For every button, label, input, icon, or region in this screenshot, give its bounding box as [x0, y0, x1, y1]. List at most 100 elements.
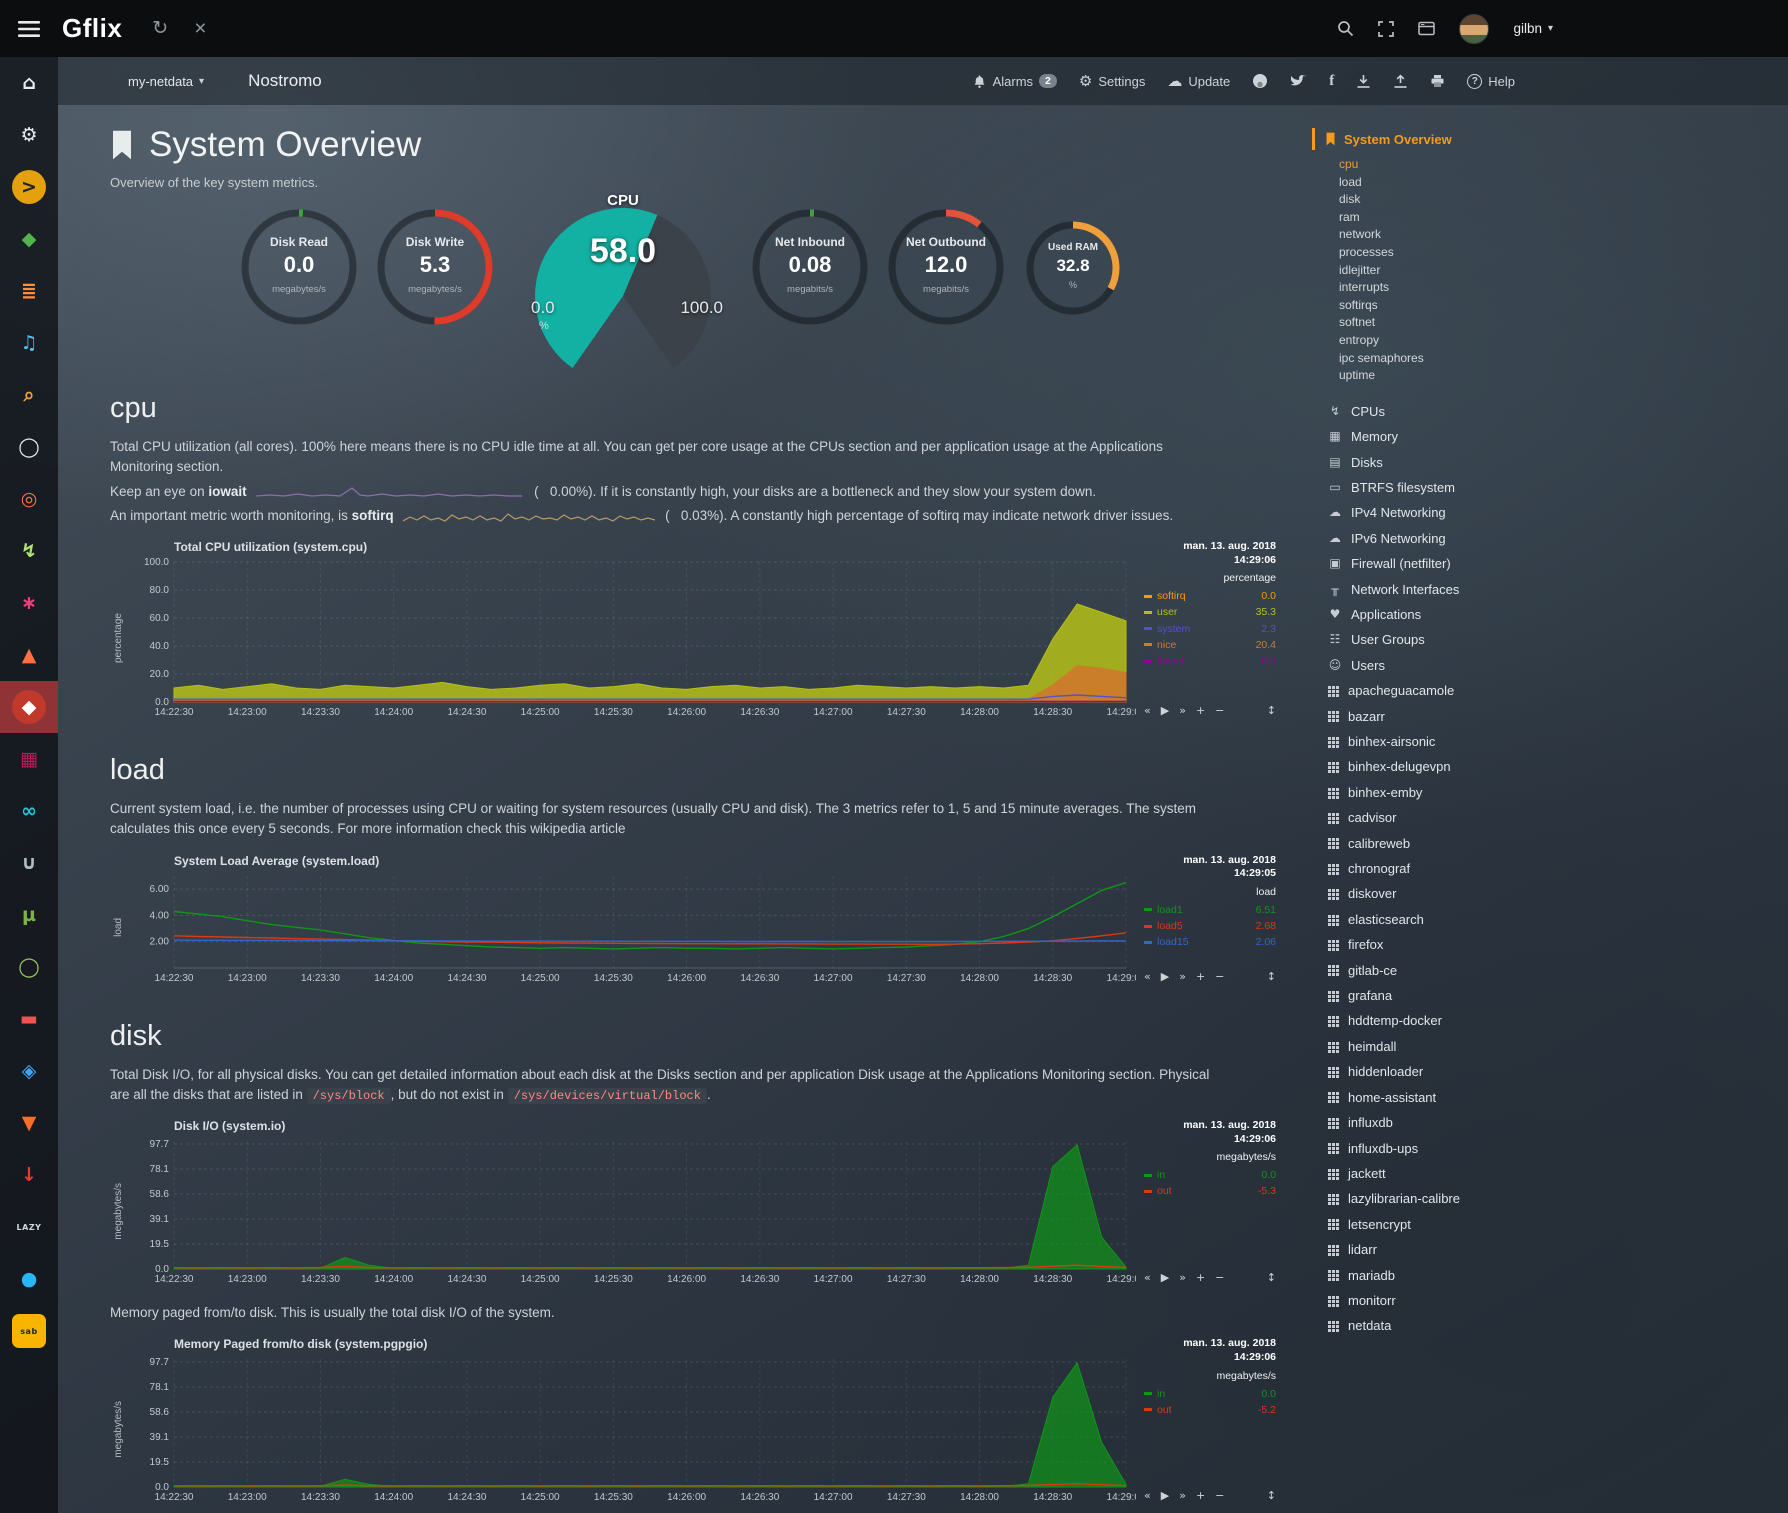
menu-item-softnet[interactable]: softnet — [1339, 314, 1782, 332]
app-pink-node[interactable]: ∗ — [0, 577, 58, 629]
menu-container-hddtemp-docker[interactable]: hddtemp-docker — [1325, 1008, 1782, 1033]
app-green-bolt[interactable]: ↯ — [0, 525, 58, 577]
menu-container-apacheguacamole[interactable]: apacheguacamole — [1325, 678, 1782, 703]
menu-item-idlejitter[interactable]: idlejitter — [1339, 262, 1782, 280]
zoom-out-icon[interactable]: − — [1215, 1489, 1224, 1502]
menu-container-mariadb[interactable]: mariadb — [1325, 1263, 1782, 1288]
app-orange-ring[interactable]: ◎ — [0, 473, 58, 525]
menu-container-binhex-emby[interactable]: binhex-emby — [1325, 780, 1782, 805]
app-red-arrow[interactable]: ↓ — [0, 1149, 58, 1201]
play-icon[interactable]: ▶ — [1161, 704, 1169, 717]
play-icon[interactable]: ▶ — [1161, 1271, 1169, 1284]
menu-item-entropy[interactable]: entropy — [1339, 332, 1782, 350]
menu-container-chronograf[interactable]: chronograf — [1325, 856, 1782, 881]
help-button[interactable]: ? Help — [1467, 74, 1515, 89]
app-music[interactable]: ♫ — [0, 317, 58, 369]
pan-forward-icon[interactable]: » — [1179, 970, 1186, 983]
play-icon[interactable]: ▶ — [1161, 970, 1169, 983]
zoom-out-icon[interactable]: − — [1215, 970, 1224, 983]
menu-section-users[interactable]: ☺Users — [1325, 653, 1782, 678]
zoom-in-icon[interactable]: + — [1196, 1489, 1205, 1502]
app-plex[interactable]: > — [0, 161, 58, 213]
gauge-net-inbound[interactable]: Net Inbound 0.08 megabits/s — [751, 208, 869, 326]
user-menu[interactable]: gilbn ▾ — [1513, 21, 1553, 36]
wikipedia-link[interactable]: wikipedia article — [530, 821, 625, 836]
menu-item-processes[interactable]: processes — [1339, 244, 1782, 262]
zoom-in-icon[interactable]: + — [1196, 704, 1205, 717]
legend-item-load5[interactable]: load52.68 — [1144, 919, 1276, 933]
legend-item-out[interactable]: out-5.2 — [1144, 1403, 1276, 1417]
menu-item-ipc-semaphores[interactable]: ipc semaphores — [1339, 350, 1782, 368]
play-icon[interactable]: ▶ — [1161, 1489, 1169, 1502]
menu-item-cpu[interactable]: cpu — [1339, 156, 1782, 174]
legend-item-in[interactable]: in0.0 — [1144, 1387, 1276, 1401]
app-green-mu[interactable]: µ — [0, 889, 58, 941]
menu-container-netdata[interactable]: netdata — [1325, 1313, 1782, 1338]
menu-section-applications[interactable]: ♥Applications — [1325, 602, 1782, 627]
gauge-cpu[interactable]: CPU 58.0 0.0 100.0 % — [523, 208, 723, 358]
chart-plot-area[interactable]: 0.020.040.060.080.0100.014:22:3014:23:00… — [126, 556, 1136, 720]
menu-container-monitorr[interactable]: monitorr — [1325, 1288, 1782, 1313]
hostname[interactable]: Nostromo — [248, 71, 322, 91]
facebook-button[interactable]: f — [1329, 73, 1334, 90]
pan-backward-icon[interactable]: « — [1144, 1489, 1151, 1502]
app-green-diamond[interactable]: ◆ — [0, 213, 58, 265]
zoom-out-icon[interactable]: − — [1215, 704, 1224, 717]
app-gitlab[interactable]: ▼ — [0, 1097, 58, 1149]
menu-item-load[interactable]: load — [1339, 174, 1782, 192]
close-icon[interactable]: × — [194, 17, 206, 41]
upload-snapshot-button[interactable] — [1393, 74, 1408, 89]
zoom-out-icon[interactable]: − — [1215, 1271, 1224, 1284]
zoom-in-icon[interactable]: + — [1196, 1271, 1205, 1284]
menu-container-grafana[interactable]: grafana — [1325, 983, 1782, 1008]
app-white-circle[interactable]: ◯ — [0, 421, 58, 473]
menu-container-calibreweb[interactable]: calibreweb — [1325, 831, 1782, 856]
legend-item-system[interactable]: system2.3 — [1144, 622, 1276, 636]
menu-item-network[interactable]: network — [1339, 226, 1782, 244]
menu-container-influxdb-ups[interactable]: influxdb-ups — [1325, 1136, 1782, 1161]
legend-item-out[interactable]: out-5.3 — [1144, 1184, 1276, 1198]
menu-container-lazylibrarian-calibre[interactable]: lazylibrarian-calibre — [1325, 1186, 1782, 1211]
gauge-disk-write[interactable]: Disk Write 5.3 megabytes/s — [376, 208, 494, 326]
gauge-net-outbound[interactable]: Net Outbound 12.0 megabits/s — [887, 208, 1005, 326]
menu-container-diskover[interactable]: diskover — [1325, 881, 1782, 906]
menu-container-bazarr[interactable]: bazarr — [1325, 704, 1782, 729]
pan-backward-icon[interactable]: « — [1144, 970, 1151, 983]
app-green-ring[interactable]: ◯ — [0, 941, 58, 993]
app-flame[interactable]: ▲ — [0, 629, 58, 681]
server-dropdown[interactable]: my-netdata ▾ — [128, 74, 204, 89]
app-sabnzbd[interactable]: sab — [0, 1305, 58, 1357]
menu-container-home-assistant[interactable]: home-assistant — [1325, 1085, 1782, 1110]
app-water-drop[interactable]: ● — [0, 1253, 58, 1305]
legend-item-nice[interactable]: nice20.4 — [1144, 638, 1276, 652]
app-bars[interactable]: ▬ — [0, 993, 58, 1045]
alarms-button[interactable]: Alarms 2 — [972, 74, 1057, 89]
github-button[interactable] — [1252, 73, 1268, 89]
menu-container-binhex-delugevpn[interactable]: binhex-delugevpn — [1325, 754, 1782, 779]
menu-section-memory[interactable]: ▦Memory — [1325, 424, 1782, 449]
zoom-in-icon[interactable]: + — [1196, 970, 1205, 983]
chart-resize-handle[interactable]: ↕ — [1267, 1489, 1276, 1502]
app-home[interactable]: ⌂ — [0, 57, 58, 109]
menu-section-user-groups[interactable]: ☷User Groups — [1325, 627, 1782, 652]
menu-container-binhex-airsonic[interactable]: binhex-airsonic — [1325, 729, 1782, 754]
menu-container-gitlab-ce[interactable]: gitlab-ce — [1325, 958, 1782, 983]
menu-container-firefox[interactable]: firefox — [1325, 932, 1782, 957]
legend-item-in[interactable]: in0.0 — [1144, 1168, 1276, 1182]
download-snapshot-button[interactable] — [1356, 74, 1371, 89]
pan-forward-icon[interactable]: » — [1179, 1271, 1186, 1284]
menu-container-influxdb[interactable]: influxdb — [1325, 1110, 1782, 1135]
menu-section-network-interfaces[interactable]: ╥Network Interfaces — [1325, 577, 1782, 602]
menu-item-uptime[interactable]: uptime — [1339, 367, 1782, 385]
legend-item-load1[interactable]: load16.51 — [1144, 903, 1276, 917]
chart-plot-area[interactable]: 0.019.539.158.678.197.714:22:3014:23:001… — [126, 1135, 1136, 1287]
menu-container-elasticsearch[interactable]: elasticsearch — [1325, 907, 1782, 932]
update-button[interactable]: ☁ Update — [1167, 74, 1230, 89]
menu-item-softirqs[interactable]: softirqs — [1339, 297, 1782, 315]
print-button[interactable] — [1430, 74, 1445, 88]
chart-resize-handle[interactable]: ↕ — [1267, 1271, 1276, 1284]
chart-plot-area[interactable]: 2.004.006.0014:22:3014:23:0014:23:3014:2… — [126, 870, 1136, 986]
menu-container-cadvisor[interactable]: cadvisor — [1325, 805, 1782, 830]
chart-resize-handle[interactable]: ↕ — [1267, 970, 1276, 983]
menu-container-jackett[interactable]: jackett — [1325, 1161, 1782, 1186]
